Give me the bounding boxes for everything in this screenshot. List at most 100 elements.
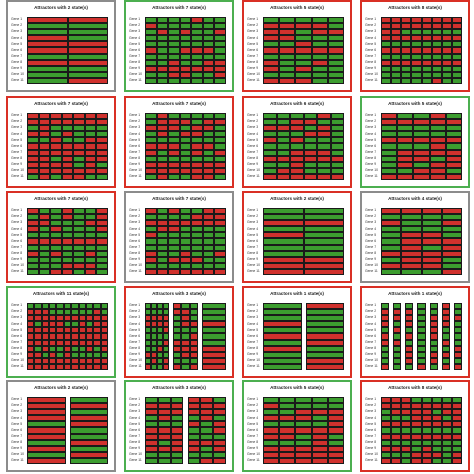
state-cell — [27, 262, 39, 269]
attractor-panel: Attractors with 4 state(s) Gene 1 Gene 2 Ge… — [360, 191, 470, 283]
gene-label: Gene 7 — [129, 53, 141, 58]
state-cell — [49, 357, 57, 364]
state-cell — [163, 345, 170, 352]
state-cell — [214, 119, 226, 126]
state-cell — [411, 53, 422, 60]
state-cell — [391, 17, 402, 24]
state-cell — [27, 155, 39, 162]
state-cell — [381, 41, 392, 48]
state-cell — [50, 214, 62, 221]
state-cell — [391, 41, 402, 48]
state-cell — [213, 457, 226, 464]
gene-label: Gene 5 — [129, 137, 141, 142]
gene-label: Gene 2 — [129, 309, 141, 314]
state-cell — [279, 77, 296, 84]
state-cell — [401, 35, 412, 42]
state-cell — [145, 208, 157, 215]
state-cell — [305, 345, 344, 352]
state-cell — [263, 149, 277, 156]
state-cell — [27, 173, 39, 180]
gene-label: Gene 11 — [11, 364, 24, 369]
state-cell — [295, 65, 312, 72]
state-cell — [93, 327, 101, 334]
state-cell — [303, 226, 344, 233]
state-cell — [214, 268, 226, 275]
state-cell — [63, 303, 72, 310]
state-cell — [429, 119, 446, 126]
state-cell — [381, 256, 402, 263]
state-cell — [38, 149, 51, 156]
state-cell — [445, 113, 462, 120]
state-cell — [49, 345, 57, 352]
state-cell — [179, 17, 192, 24]
state-cell — [38, 119, 51, 126]
state-cell — [431, 59, 442, 66]
state-cell — [179, 53, 192, 60]
gene-label: Gene 6 — [247, 143, 259, 148]
state-cell — [145, 23, 157, 30]
state-cell — [429, 155, 446, 162]
state-cell — [417, 321, 426, 328]
state-cell — [263, 339, 302, 346]
state-cell — [202, 125, 215, 132]
gene-label: Gene 7 — [247, 433, 259, 438]
state-cell — [50, 125, 62, 132]
state-cell — [96, 256, 108, 263]
state-cell — [441, 220, 462, 227]
gene-label: Gene 3 — [11, 29, 23, 34]
state-cell — [156, 23, 169, 30]
state-cell — [27, 303, 35, 310]
state-cell — [27, 445, 66, 452]
state-cell — [214, 59, 226, 66]
state-cell — [179, 220, 192, 227]
state-cell — [317, 167, 331, 174]
state-cell — [67, 29, 108, 36]
state-cell — [429, 173, 446, 180]
state-cell — [202, 137, 215, 144]
state-cell — [311, 77, 328, 84]
state-cell — [263, 226, 304, 233]
state-cell — [157, 351, 164, 358]
state-cell — [69, 457, 108, 464]
gene-label: Gene 7 — [365, 339, 377, 344]
state-cell — [151, 345, 158, 352]
state-cell — [163, 303, 170, 310]
state-cell — [303, 214, 344, 221]
state-cell — [429, 333, 438, 340]
state-cell — [201, 309, 226, 316]
state-cell — [441, 315, 450, 322]
state-cell — [397, 155, 414, 162]
state-cell — [295, 17, 312, 24]
state-cell — [96, 137, 108, 144]
gene-label: Gene 8 — [247, 345, 259, 350]
state-cell — [263, 131, 277, 138]
gene-label: Gene 1 — [365, 397, 377, 402]
state-cell — [202, 238, 215, 245]
state-cell — [179, 119, 192, 126]
state-cell — [173, 357, 182, 364]
gene-label: Gene 7 — [247, 149, 259, 154]
state-cell — [179, 256, 192, 263]
state-cell — [330, 113, 344, 120]
state-cell — [191, 173, 203, 180]
state-cell — [179, 41, 192, 48]
state-cell — [50, 131, 62, 138]
state-cell — [187, 451, 201, 458]
state-cell — [73, 238, 85, 245]
state-cell — [303, 161, 317, 168]
state-cell — [38, 244, 51, 251]
gene-label: Gene 5 — [365, 41, 377, 46]
state-cell — [157, 421, 171, 428]
state-cell — [421, 47, 432, 54]
state-cell — [156, 226, 169, 233]
state-cell — [279, 23, 296, 30]
state-cell — [202, 220, 215, 227]
state-cell — [63, 315, 72, 322]
gene-label: Gene 7 — [11, 339, 23, 344]
state-cell — [49, 363, 57, 370]
gene-label: Gene 1 — [247, 397, 259, 402]
state-cell — [431, 71, 442, 78]
state-cell — [202, 35, 215, 42]
gene-label: Gene 11 — [365, 458, 378, 463]
state-cell — [84, 220, 97, 227]
